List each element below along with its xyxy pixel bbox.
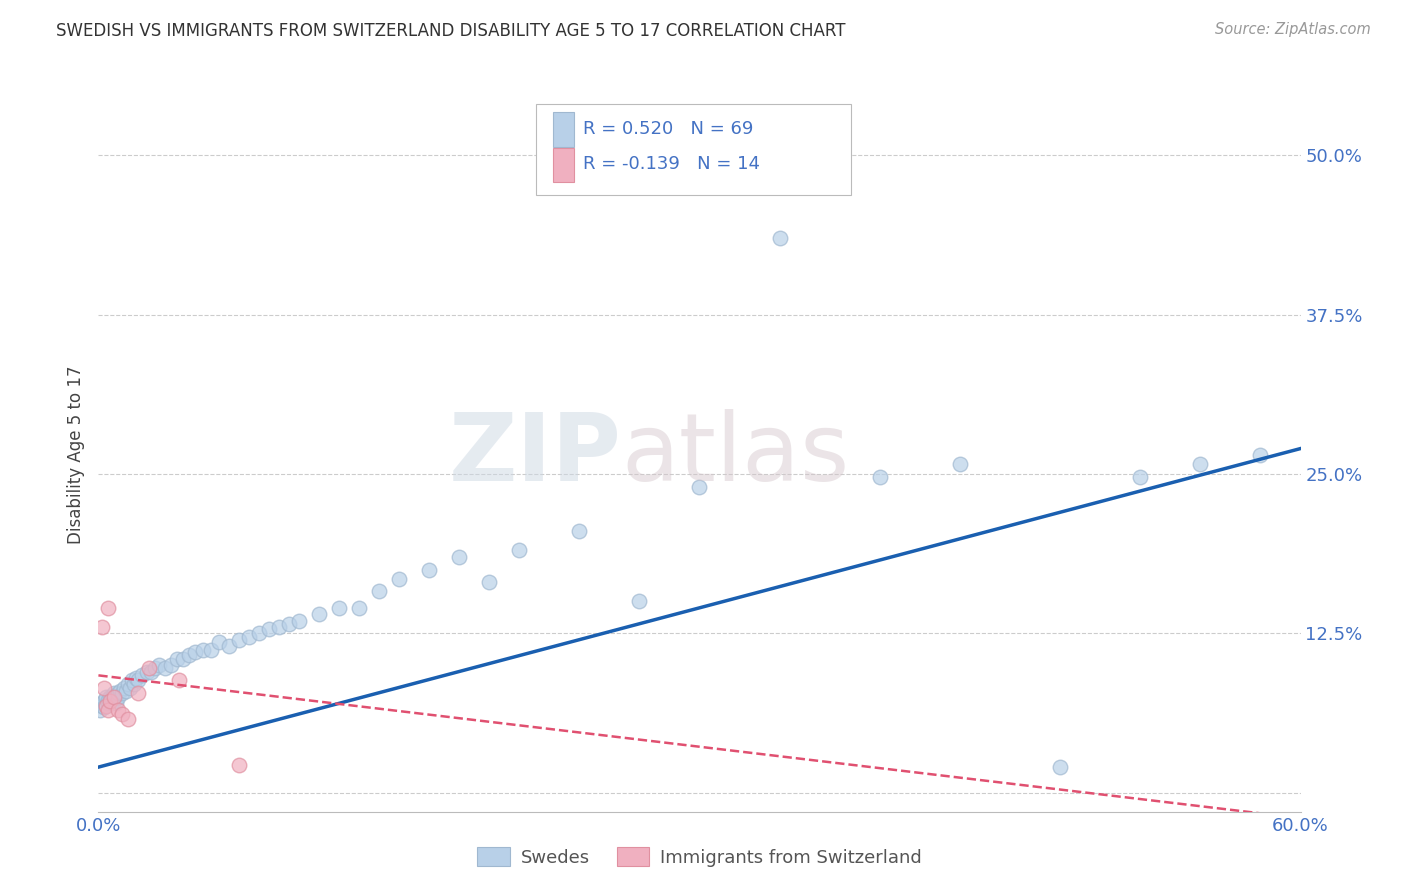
Point (128, 686, 150, 700)
Point (247, 626, 270, 640)
Point (478, 575, 501, 590)
Point (96, 698, 118, 713)
Point (97, 600, 120, 615)
Point (228, 757, 250, 772)
Point (117, 677, 139, 691)
Point (103, 690, 125, 704)
Text: R = -0.139   N = 14: R = -0.139 N = 14 (583, 155, 759, 173)
Point (191, 643, 214, 657)
Point (107, 703, 129, 717)
Legend: Swedes, Immigrants from Switzerland: Swedes, Immigrants from Switzerland (470, 840, 929, 874)
Point (347, 600, 370, 615)
Text: R = 0.520   N = 69: R = 0.520 N = 69 (583, 120, 754, 137)
Point (328, 600, 350, 615)
Point (93, 700, 115, 714)
Point (138, 661, 160, 675)
Point (508, 543, 530, 558)
Point (117, 712, 139, 726)
Point (128, 673, 150, 688)
Point (97, 703, 120, 717)
Point (93, 694, 115, 708)
Point (93, 681, 115, 695)
Point (177, 648, 200, 662)
Point (100, 694, 122, 708)
Point (949, 457, 972, 471)
Point (688, 480, 710, 494)
Point (101, 697, 124, 711)
Point (135, 665, 157, 679)
Point (121, 673, 143, 688)
Y-axis label: Disability Age 5 to 17: Disability Age 5 to 17 (66, 366, 84, 544)
Point (139, 665, 162, 679)
Point (115, 683, 138, 698)
Point (103, 686, 125, 700)
Point (1250, 448, 1272, 462)
Point (768, 231, 790, 245)
Point (267, 620, 290, 634)
Point (107, 690, 129, 704)
Point (228, 632, 250, 647)
Point (308, 607, 330, 622)
Text: SWEDISH VS IMMIGRANTS FROM SWITZERLAND DISABILITY AGE 5 TO 17 CORRELATION CHART: SWEDISH VS IMMIGRANTS FROM SWITZERLAND D… (56, 22, 846, 40)
Point (143, 661, 166, 675)
Point (100, 690, 122, 704)
Point (628, 594, 651, 608)
Point (131, 668, 153, 682)
Point (1049, 760, 1071, 774)
Point (368, 584, 391, 599)
Text: Source: ZipAtlas.com: Source: ZipAtlas.com (1215, 22, 1371, 37)
Point (166, 652, 188, 666)
Point (91, 620, 114, 634)
Point (159, 658, 181, 673)
Point (96, 690, 118, 704)
Point (97, 692, 120, 706)
Point (388, 572, 411, 586)
Point (125, 671, 148, 685)
Point (91, 698, 114, 713)
Point (89, 703, 111, 717)
Text: atlas: atlas (621, 409, 849, 501)
Point (97, 697, 120, 711)
Point (153, 661, 176, 675)
Point (120, 681, 142, 695)
Point (218, 639, 240, 653)
Point (167, 673, 190, 688)
Point (418, 563, 440, 577)
Point (869, 469, 891, 483)
Point (96, 698, 118, 713)
Point (101, 690, 124, 704)
Point (148, 658, 170, 673)
Point (277, 617, 299, 632)
Point (107, 686, 129, 700)
Point (114, 681, 136, 695)
Point (288, 614, 311, 628)
Point (100, 694, 122, 708)
Point (103, 694, 125, 708)
Point (105, 697, 128, 711)
Point (111, 706, 134, 721)
Point (124, 677, 146, 691)
Point (238, 630, 260, 644)
Point (208, 635, 231, 649)
Point (111, 686, 134, 700)
Point (200, 643, 222, 657)
Point (183, 645, 205, 659)
Point (568, 524, 591, 539)
Point (1189, 457, 1212, 471)
Text: ZIP: ZIP (449, 409, 621, 501)
Point (257, 623, 280, 637)
Point (1129, 469, 1152, 483)
Point (447, 549, 470, 564)
Point (172, 652, 194, 666)
Point (110, 683, 132, 698)
Point (91, 697, 114, 711)
